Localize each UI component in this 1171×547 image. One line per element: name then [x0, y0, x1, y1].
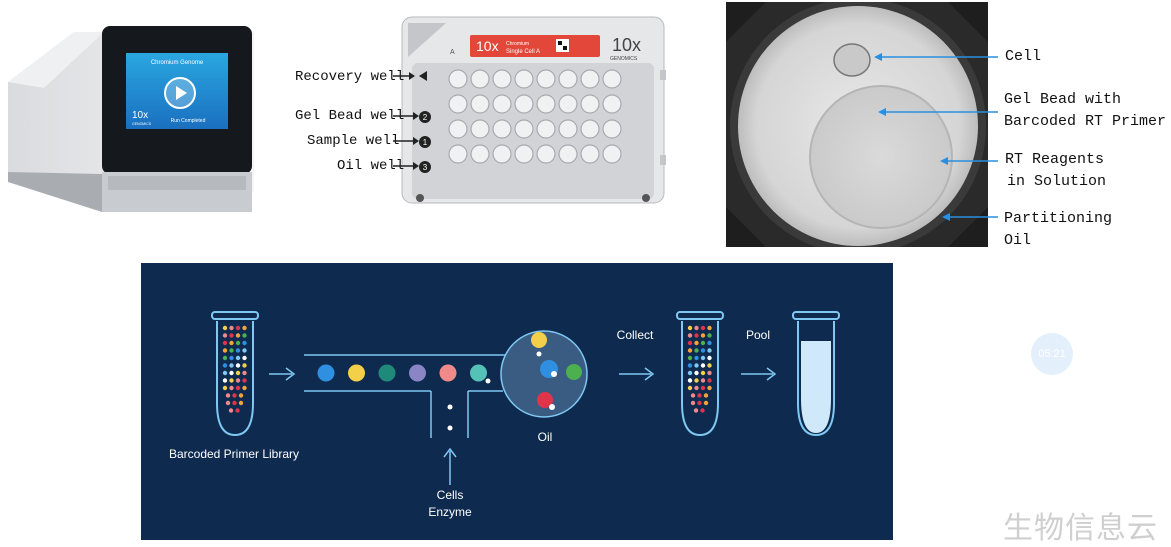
primer-library-tube	[211, 311, 259, 437]
rt-reagents-label-line2: in Solution	[1007, 173, 1107, 190]
qr-code-icon	[556, 39, 569, 52]
droplet-collection	[500, 330, 588, 418]
gel-bead	[809, 85, 953, 229]
instrument-logo-sub: GENOMICS	[132, 122, 152, 126]
recovery-well-label: Recovery well	[295, 69, 405, 85]
sample-well-badge	[419, 136, 431, 148]
pool-label: Pool	[746, 328, 770, 342]
gel-bead-dot	[348, 364, 365, 382]
cell-label: Cell	[1005, 48, 1042, 65]
watermark-text: 生物信息云	[1003, 511, 1158, 546]
cell	[833, 43, 871, 77]
sample-well-label: Sample well	[307, 133, 400, 149]
oil-well-badge	[419, 161, 431, 173]
chip-row-letter: A	[450, 49, 455, 56]
enzyme-label: Enzyme	[428, 505, 472, 519]
gel-bead-dot	[470, 364, 487, 382]
oil-well-label: Oil well	[337, 158, 405, 174]
oil-badge-number: 3	[423, 163, 428, 172]
cells-label: Cells	[437, 488, 464, 502]
chromium-chip: A 10x Chromium Single Cell A 10x GENOMIC…	[401, 16, 666, 204]
gel-bead-label-line2: Barcoded RT Primer	[1004, 113, 1167, 130]
gel-bead-well-label: Gel Bead well	[295, 108, 405, 124]
chip-brand-logo: 10x	[612, 35, 641, 55]
gel-bead-well-badge	[419, 111, 431, 123]
droplet-micrograph	[726, 2, 988, 247]
chip-brand-logo-sub: GENOMICS	[610, 56, 638, 62]
oil-label: Oil	[538, 430, 553, 444]
chromium-instrument: Chromium Genome 10x GENOMICS Run Complet…	[8, 26, 254, 212]
chip-label-pointers: 2 1 3	[393, 71, 431, 173]
partitioning-oil-label-line1: Partitioning	[1004, 210, 1113, 227]
chip-label-line2: Single Cell A	[506, 49, 540, 55]
recovery-well-marker	[419, 71, 427, 81]
partitioning-oil-label-line2: Oil	[1004, 232, 1032, 249]
gel-bead-dot	[378, 364, 396, 382]
chip-wells	[448, 69, 622, 164]
gel-bead-badge-number: 2	[423, 113, 428, 122]
instrument-screen-title: Chromium Genome	[151, 60, 204, 66]
instrument-status: Run Completed	[171, 118, 206, 124]
workflow-diagram: Barcoded Primer Library Oil Collect Pool…	[169, 311, 840, 519]
gel-bead-dot	[409, 364, 426, 382]
sample-badge-number: 1	[423, 138, 428, 147]
gel-bead-label-line1: Gel Bead with	[1004, 91, 1122, 108]
collect-label: Collect	[617, 328, 654, 342]
microfluidic-channel	[304, 354, 507, 438]
micrograph-pointers	[874, 53, 998, 221]
workflow-panel: Barcoded Primer Library Oil Collect Pool…	[141, 263, 893, 540]
gel-bead-dot	[439, 364, 457, 382]
rt-reagents-label-line1: RT Reagents	[1005, 151, 1105, 168]
primer-library-label: Barcoded Primer Library	[169, 447, 299, 461]
chip-label-line1: Chromium	[506, 41, 529, 47]
video-timer-badge[interactable]: 05:21	[1031, 333, 1073, 375]
chip-brand: 10x	[476, 38, 499, 54]
gel-bead-dot	[317, 364, 335, 382]
pooled-tube	[792, 311, 840, 437]
collected-tube	[676, 311, 724, 437]
instrument-logo: 10x	[132, 110, 148, 121]
